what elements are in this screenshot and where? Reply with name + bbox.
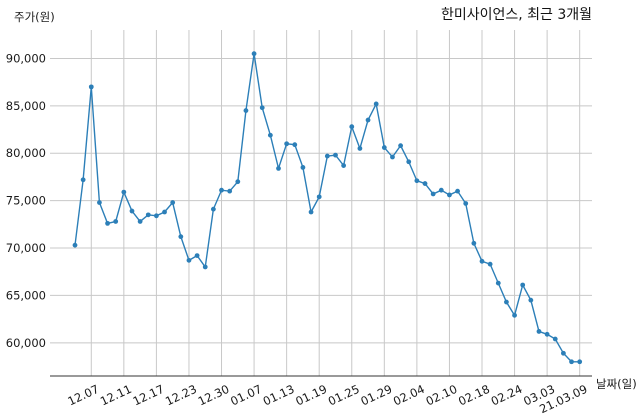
data-point: [463, 201, 469, 206]
data-point: [504, 299, 509, 305]
data-point: [80, 177, 86, 183]
x-tick-label: 02.10: [424, 382, 460, 409]
data-point: [235, 179, 241, 185]
data-point: [292, 142, 298, 148]
data-point: [520, 282, 526, 288]
data-point: [528, 297, 534, 303]
x-tick-label: 12.17: [131, 382, 167, 409]
data-point: [406, 159, 412, 165]
y-tick-label: 90,000: [6, 51, 46, 65]
data-point: [72, 242, 78, 248]
data-point: [471, 240, 477, 246]
data-point: [561, 350, 566, 356]
data-point: [438, 187, 444, 193]
data-point: [316, 194, 322, 200]
data-point: [170, 200, 176, 205]
data-point: [251, 51, 257, 57]
data-point: [373, 101, 379, 107]
data-point: [154, 213, 159, 219]
data-point: [194, 253, 200, 259]
chart-title: 한미사이언스, 최근 3개월: [441, 7, 592, 23]
x-tick-label: 12.07: [65, 382, 101, 409]
data-point: [105, 220, 110, 226]
data-point: [447, 192, 452, 198]
data-point: [479, 258, 485, 264]
data-point: [414, 178, 420, 184]
x-tick-label: 12.23: [163, 382, 199, 409]
data-point: [88, 84, 94, 90]
x-tick-label: 02.04: [391, 382, 427, 409]
data-point: [495, 280, 501, 286]
data-point: [487, 261, 493, 267]
data-point: [267, 132, 273, 138]
x-tick-label: 01.19: [293, 382, 329, 409]
price-series-line: [74, 53, 580, 363]
data-point: [227, 188, 233, 194]
data-point: [390, 154, 395, 160]
data-point: [381, 145, 387, 150]
x-tick-label: 01.25: [326, 382, 362, 409]
data-point: [178, 234, 184, 240]
data-point: [357, 146, 363, 151]
data-point: [259, 105, 265, 111]
y-tick-label: 60,000: [6, 336, 46, 350]
data-point: [219, 187, 224, 193]
data-point: [145, 212, 151, 218]
data-point: [243, 108, 249, 113]
data-point: [552, 336, 558, 342]
data-point: [512, 312, 517, 318]
data-point: [129, 208, 135, 214]
x-tick-label: 01.07: [228, 382, 264, 409]
x-tick-label: 02.24: [489, 382, 525, 409]
y-tick-label: 70,000: [6, 241, 46, 255]
y-tick-label: 65,000: [6, 288, 46, 302]
y-axis-ticks: 60,000 65,000 70,000 75,000 80,000 85,000 90,0…: [6, 51, 46, 349]
data-point: [455, 188, 460, 194]
data-point: [569, 359, 574, 365]
data-point: [577, 359, 583, 365]
x-tick-label: 01.29: [358, 382, 394, 409]
y-tick-label: 85,000: [6, 99, 46, 113]
data-point: [536, 329, 542, 334]
data-point: [97, 200, 102, 205]
data-point: [422, 181, 428, 186]
data-point: [324, 153, 330, 159]
data-point: [284, 141, 290, 147]
x-axis-ticks: 12.0712.1112.1712.2312.3001.0701.1301.19…: [65, 382, 589, 414]
y-tick-label: 80,000: [6, 146, 46, 160]
data-point: [430, 191, 436, 197]
x-tick-label: 01.13: [261, 382, 297, 409]
data-point: [308, 209, 314, 215]
data-point: [349, 124, 355, 130]
x-tick-label: 12.30: [196, 382, 232, 409]
data-point: [365, 117, 371, 123]
x-tick-label: 02.18: [456, 382, 492, 409]
price-series-points: [72, 51, 583, 365]
data-point: [113, 219, 119, 224]
y-tick-label: 75,000: [6, 194, 46, 208]
data-point: [333, 152, 338, 158]
data-point: [341, 163, 347, 168]
data-point: [202, 264, 208, 270]
data-point: [186, 257, 192, 263]
data-point: [544, 331, 550, 337]
y-axis-title: 주가(원): [14, 10, 55, 24]
data-point: [137, 219, 143, 224]
data-point: [121, 189, 127, 195]
data-point: [162, 209, 167, 215]
data-point: [398, 143, 403, 149]
data-point: [300, 165, 306, 170]
data-point: [276, 166, 281, 171]
x-tick-label: 12.11: [98, 382, 134, 409]
data-point: [210, 206, 216, 212]
grid-lines: [50, 30, 592, 376]
x-axis-title: 날짜(일): [596, 377, 637, 391]
